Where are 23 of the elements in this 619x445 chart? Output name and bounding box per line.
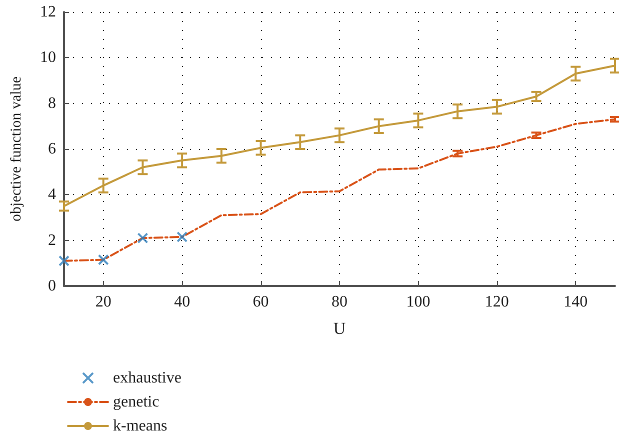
x-tick-label: 100 bbox=[406, 294, 430, 310]
y-tick-label: 12 bbox=[40, 4, 56, 20]
x-tick-label: 60 bbox=[252, 294, 269, 310]
x-tick-label: 140 bbox=[564, 294, 588, 310]
x-tick-label: 40 bbox=[174, 294, 190, 310]
y-tick-label: 10 bbox=[40, 49, 56, 66]
point bbox=[58, 255, 70, 266]
x-tick-label: 80 bbox=[332, 294, 348, 310]
y-tick-label: 6 bbox=[48, 140, 56, 158]
x-axis-title: U bbox=[333, 319, 346, 338]
x-tick-label: 120 bbox=[484, 294, 509, 310]
legend-label: exhaustive bbox=[113, 370, 182, 386]
y-axis-title: objective function value bbox=[8, 76, 24, 222]
y-tick-label: 4 bbox=[48, 186, 56, 204]
y-tick-label: 0 bbox=[48, 278, 56, 294]
x-tick-label: 20 bbox=[95, 294, 112, 310]
y-tick-label: 8 bbox=[48, 94, 56, 112]
point bbox=[98, 254, 109, 266]
legend-label: k-means bbox=[113, 418, 168, 434]
legend-label: genetic bbox=[113, 394, 160, 410]
point bbox=[137, 232, 148, 244]
y-tick-label: 2 bbox=[48, 232, 56, 249]
point bbox=[176, 231, 188, 242]
